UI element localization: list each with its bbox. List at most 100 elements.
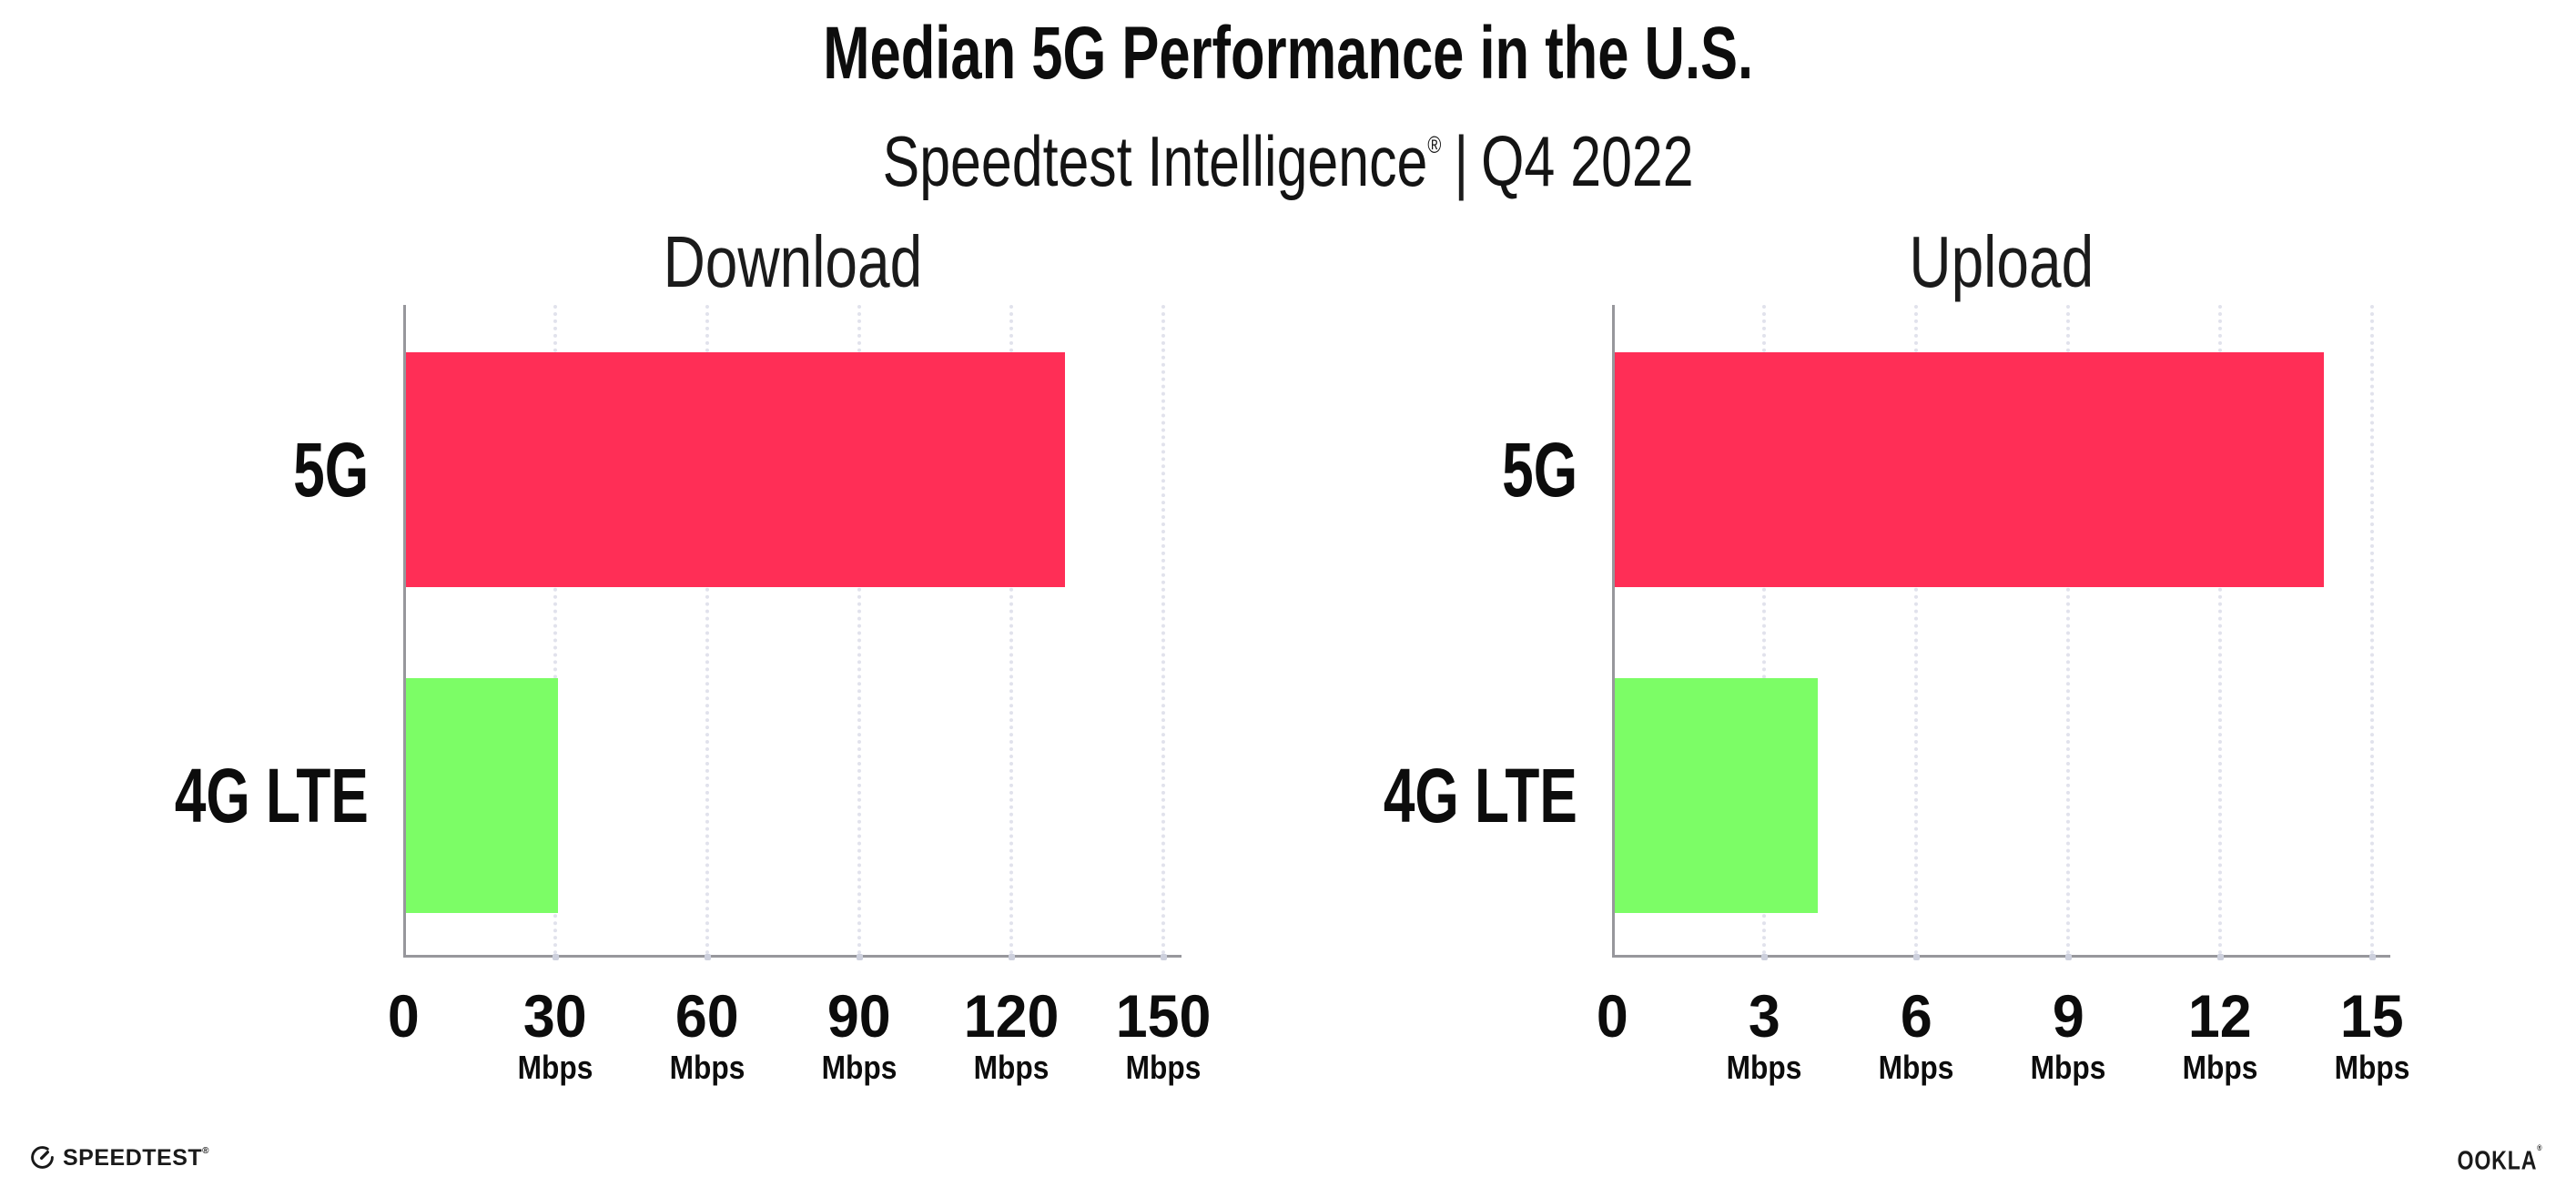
x-tick-value-text: 150	[1115, 982, 1212, 1050]
x-tick-unit-text: Mbps	[517, 1049, 593, 1086]
axis-tick-dot	[2369, 954, 2376, 960]
axis-tick-dot	[2065, 954, 2072, 960]
axis-tick-dot	[1913, 954, 1920, 960]
speedtest-logo-text: SPEEDTEST®	[63, 1146, 209, 1170]
x-tick-value: 6	[1816, 986, 2016, 1046]
x-tick-unit-text: Mbps	[1878, 1049, 1954, 1086]
x-tick-unit-text: Mbps	[2030, 1049, 2106, 1086]
x-tick-value-text: 60	[675, 982, 739, 1050]
x-tick-9: 9 Mbps	[1968, 986, 2168, 1086]
gridline-15-mbps	[2369, 305, 2376, 960]
category-label-text: 5G	[1502, 427, 1577, 512]
page-subtitle-text: Speedtest Intelligence® | Q4 2022	[883, 107, 1694, 198]
speedtest-logo: SPEEDTEST®	[30, 1145, 209, 1170]
x-tick-unit: Mbps	[911, 1050, 1111, 1086]
x-tick-150: 150 Mbps	[1063, 986, 1263, 1086]
x-tick-value-text: 12	[2188, 982, 2252, 1050]
category-label-4g-lte: 4G LTE	[5, 754, 369, 837]
gridline-3-mbps	[1761, 305, 1768, 960]
x-tick-value: 120	[911, 986, 1111, 1046]
x-tick-value-text: 0	[1596, 982, 1628, 1050]
x-tick-unit-text: Mbps	[1726, 1049, 1802, 1086]
x-tick-unit-text: Mbps	[973, 1049, 1050, 1086]
page-subtitle: Speedtest Intelligence® | Q4 2022	[0, 107, 2576, 198]
x-tick-0: 0	[303, 986, 503, 1046]
x-tick-unit-text: Mbps	[821, 1049, 898, 1086]
gridline-90-mbps	[857, 305, 863, 960]
x-tick-unit-text: Mbps	[1125, 1049, 1202, 1086]
x-tick-value-text: 3	[1748, 982, 1780, 1050]
subtitle-separator: |	[1454, 121, 1469, 201]
axis-tick-dot	[1009, 954, 1015, 960]
category-label-text: 4G LTE	[175, 753, 369, 838]
category-label-text: 5G	[293, 427, 369, 512]
x-tick-value-text: 0	[387, 982, 420, 1050]
x-tick-unit: Mbps	[1968, 1050, 2168, 1086]
upload-panel-title-text: Upload	[1909, 221, 2094, 302]
x-tick-value: 0	[1512, 986, 1712, 1046]
x-tick-value: 0	[303, 986, 503, 1046]
x-tick-120: 120 Mbps	[911, 986, 1111, 1086]
upload-panel-title: Upload	[1612, 226, 2390, 299]
gridline-150-mbps	[1161, 305, 1167, 960]
bar-5g	[1615, 352, 2325, 587]
x-tick-60: 60 Mbps	[607, 986, 807, 1086]
x-tick-3: 3 Mbps	[1664, 986, 1864, 1086]
x-tick-unit: Mbps	[1063, 1050, 1263, 1086]
page-title: Median 5G Performance in the U.S.	[0, 16, 2576, 91]
x-tick-90: 90 Mbps	[759, 986, 959, 1086]
category-label-text: 4G LTE	[1384, 753, 1577, 838]
x-tick-15: 15 Mbps	[2272, 986, 2472, 1086]
x-tick-value: 150	[1063, 986, 1263, 1046]
x-tick-value-text: 120	[963, 982, 1060, 1050]
upload-plot-area	[1612, 305, 2390, 960]
gridline-30-mbps	[553, 305, 559, 960]
speedometer-gauge-icon	[31, 1146, 54, 1169]
gridline-6-mbps	[1913, 305, 1920, 960]
x-tick-unit: Mbps	[2272, 1050, 2472, 1086]
ookla-wordmark: OOKLA®	[2457, 1143, 2542, 1175]
x-tick-value: 15	[2272, 986, 2472, 1046]
gridline-9-mbps	[2065, 305, 2072, 960]
x-tick-value: 60	[607, 986, 807, 1046]
category-label-5g: 5G	[1213, 428, 1577, 512]
x-tick-0: 0	[1512, 986, 1712, 1046]
x-tick-unit: Mbps	[2120, 1050, 2320, 1086]
category-label-5g: 5G	[5, 428, 369, 512]
axis-tick-dot	[2217, 954, 2224, 960]
x-tick-value: 3	[1664, 986, 1864, 1046]
category-label-4g-lte: 4G LTE	[1213, 754, 1577, 837]
axis-tick-dot	[1761, 954, 1768, 960]
x-tick-unit: Mbps	[759, 1050, 959, 1086]
x-tick-value: 30	[455, 986, 655, 1046]
download-plot-area	[403, 305, 1182, 960]
download-panel-title-text: Download	[663, 221, 922, 302]
x-tick-unit: Mbps	[607, 1050, 807, 1086]
subtitle-brand: Speedtest Intelligence	[882, 121, 1428, 201]
axis-tick-dot	[553, 954, 559, 960]
gridline-120-mbps	[1009, 305, 1015, 960]
axis-tick-dot	[705, 954, 711, 960]
x-tick-value-text: 6	[1900, 982, 1932, 1050]
x-tick-30: 30 Mbps	[455, 986, 655, 1086]
axis-tick-dot	[1161, 954, 1167, 960]
ookla-logo: OOKLA®	[2436, 1143, 2542, 1175]
x-tick-value-text: 90	[827, 982, 891, 1050]
registered-mark: ®	[202, 1145, 210, 1156]
gridline-12-mbps	[2217, 305, 2224, 960]
ookla-logo-text: OOKLA	[2457, 1146, 2537, 1176]
x-tick-value-text: 9	[2052, 982, 2084, 1050]
bar-4g-lte	[1615, 678, 1818, 913]
x-tick-12: 12 Mbps	[2120, 986, 2320, 1086]
speedtest-wordmark: SPEEDTEST	[63, 1144, 203, 1171]
registered-mark: ®	[2536, 1143, 2542, 1152]
x-tick-6: 6 Mbps	[1816, 986, 2016, 1086]
x-tick-value: 9	[1968, 986, 2168, 1046]
x-tick-unit: Mbps	[455, 1050, 655, 1086]
x-tick-unit-text: Mbps	[669, 1049, 745, 1086]
x-tick-value: 90	[759, 986, 959, 1046]
bar-4g-lte	[406, 678, 558, 913]
x-tick-unit: Mbps	[1664, 1050, 1864, 1086]
download-panel-title: Download	[403, 226, 1182, 299]
